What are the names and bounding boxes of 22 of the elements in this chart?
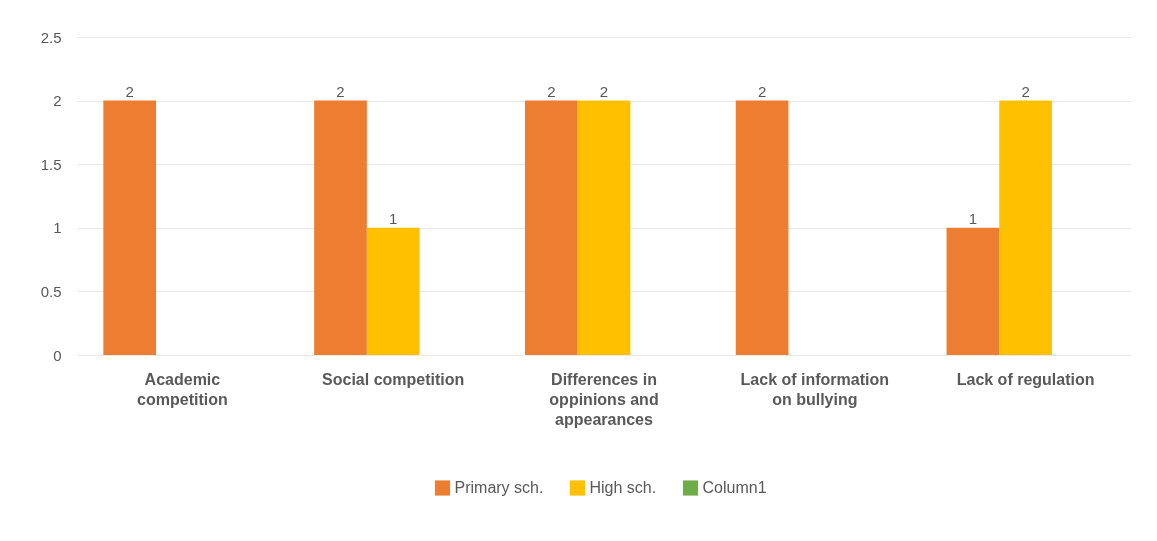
x-tick-label: Lack of regulation [956,370,1095,388]
legend-label: High sch. [589,479,657,496]
x-tick-label: Lack of information on bullying [740,370,890,408]
data-label: 1 [389,209,398,227]
y-tick-label: 1.5 [40,155,62,173]
x-tick-label: Academic competition [137,370,228,408]
y-tick-label: 1 [53,219,62,237]
y-tick-label: 0.5 [40,282,62,300]
data-label: 2 [336,82,345,100]
x-tick-label: Social competition [322,370,465,388]
y-tick-label: 2.5 [40,28,62,46]
data-label: 2 [1021,82,1030,100]
data-label: 2 [757,82,767,100]
y-tick-label: 0 [53,346,62,364]
data-label: 1 [968,209,978,227]
data-label: 2 [599,82,609,100]
x-tick-label: Differences in oppinions and appearances [549,370,659,428]
legend-label: Primary sch. [454,479,544,496]
legend-label: Column1 [702,479,767,496]
data-label: 2 [547,82,556,100]
data-label: 2 [125,82,134,100]
y-tick-label: 2 [53,92,62,110]
